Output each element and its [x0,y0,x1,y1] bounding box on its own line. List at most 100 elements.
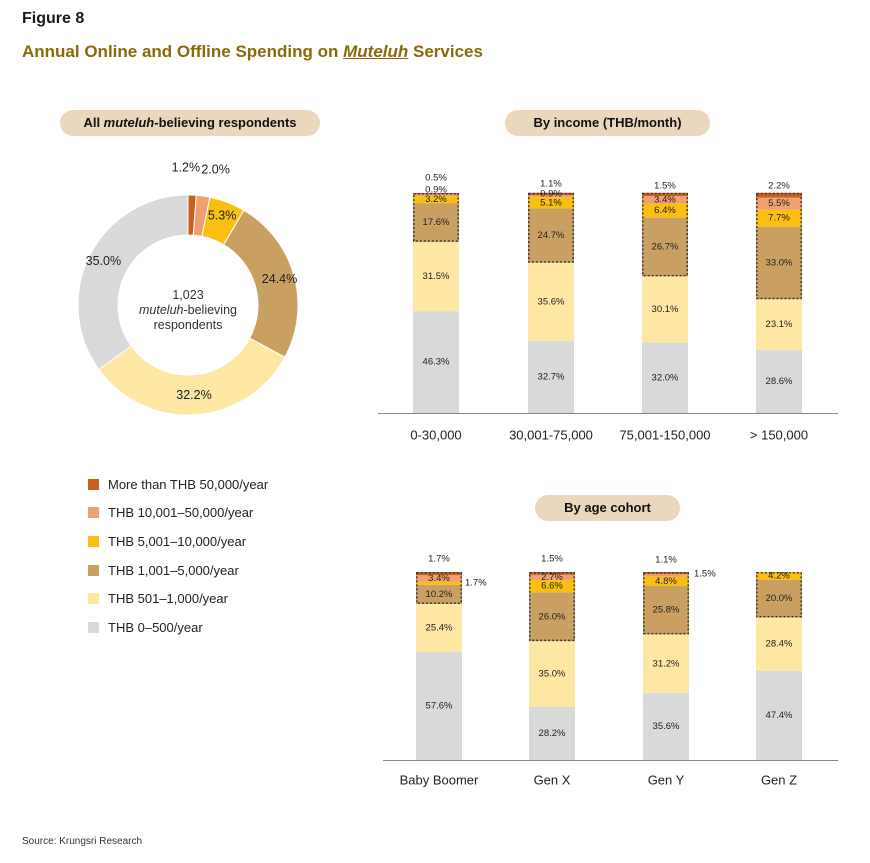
legend-swatch [88,593,99,605]
bar-segment-label: 3.4% [428,573,450,584]
x-tick-label: Gen Z [761,772,797,787]
donut-slice [98,337,286,416]
bar-segment-label: 17.6% [423,217,450,228]
bar-segment-label: 31.5% [423,271,450,282]
bar-segment-label: 26.7% [652,242,679,253]
bar-segment-label: 3.4% [654,194,676,205]
legend-label: THB 10,001–50,000/year [108,505,254,521]
title-prefix: Annual Online and Offline Spending on [22,42,344,61]
bar-segment-label: 1.5% [694,569,716,580]
donut-center-suffix: -believing [183,303,237,317]
bar-segment [416,572,462,576]
donut-header-prefix: All [83,115,104,130]
legend-label: More than THB 50,000/year [108,476,269,492]
bar-segment [529,579,575,593]
x-tick-label: > 150,000 [750,427,808,442]
bar-segment [643,693,689,760]
donut-slice [77,194,189,371]
donut-center-line2: muteluh-believing [118,303,258,318]
bar-segment-label: 47.4% [766,710,793,721]
bar-segment [643,572,689,575]
donut-center-emph: muteluh [139,303,184,317]
x-tick-label: 0-30,000 [410,427,461,442]
bar-segment [756,197,802,210]
bar-segment-label: 5.5% [768,198,790,209]
bar-segment-label: 32.0% [652,372,679,383]
bar-segment [529,592,575,642]
bar-segment-label: 35.6% [538,296,565,307]
x-tick-label: 75,001-150,000 [619,427,710,442]
bar-segment [756,192,802,198]
bar-segment [528,192,574,196]
bar-segment [643,585,689,635]
bar-segment [416,575,462,582]
bar-segment [756,299,802,351]
legend-swatch [88,507,99,519]
bar-segment [413,203,459,242]
x-tick-label: 30,001-75,000 [509,427,593,442]
bar-segment-label: 10.2% [426,589,453,600]
x-tick-label: Gen Y [648,772,685,787]
donut-header-emph: muteluh [103,115,155,130]
bar-segment-label: 28.6% [766,376,793,387]
title-emph: Muteluh [343,42,409,61]
bar-segment-label: 3.2% [425,194,447,205]
donut-slice-label: 32.2% [176,388,211,402]
bar-segment-label: 2.2% [768,181,790,192]
legend-item: More than THB 50,000/year [88,470,268,499]
bar-segment-label: 6.6% [541,581,563,592]
donut-slice-label: 1.2% [172,160,201,174]
x-tick-label: Gen X [534,772,571,787]
donut-center-label: 1,023 muteluh-believing respondents [118,288,258,333]
bar-segment-label: 1.7% [428,554,450,565]
legend-swatch [88,564,99,576]
legend: More than THB 50,000/year THB 10,001–50,… [88,470,268,642]
bar-segment-label: 25.8% [653,605,680,616]
donut-slice-label: 2.0% [201,163,230,177]
bar-segment [643,574,689,577]
bar-segment-label: 4.2% [768,570,790,581]
bar-segment-label: 0.5% [425,173,447,184]
legend-label: THB 0–500/year [108,619,203,635]
x-tick-label: Baby Boomer [400,772,479,787]
bar-segment-label: 1.1% [655,555,677,566]
bar-segment [528,341,574,413]
bar-segment-label: 32.7% [538,372,565,383]
bar-segment-label: 35.0% [539,669,566,680]
bar-segment [416,584,462,604]
bar-segment [756,670,802,760]
bar-segment [416,603,462,652]
donut-center-count: 1,023 [172,288,204,302]
bar-segment [529,641,575,707]
bar-segment-label: 20.0% [766,593,793,604]
bar-segment-label: 23.1% [766,319,793,330]
bar-segment-label: 1.5% [654,181,676,192]
bar-segment-label: 1.1% [540,179,562,190]
donut-slice-label: 35.0% [86,254,121,268]
bar-segment-label: 57.6% [426,700,453,711]
donut-header-suffix: -believing respondents [154,115,297,130]
bar-segment [642,196,688,204]
bar-segment-label: 28.4% [766,639,793,650]
title-suffix: Services [408,42,483,61]
bar-segment [529,574,575,580]
legend-item: THB 501–1,000/year [88,584,268,613]
bar-segment-label: 0.9% [425,185,447,196]
bar-segment-label: 1.5% [541,554,563,565]
source-note: Source: Krungsri Research [22,836,143,847]
bar-segment [413,311,459,413]
bar-segment-label: 25.4% [426,622,453,633]
legend-item: THB 10,001–50,000/year [88,499,268,528]
bar-segment [413,193,459,195]
bar-segment-label: 33.0% [766,257,793,268]
legend-item: THB 1,001–5,000/year [88,556,268,585]
bar-segment [413,194,459,197]
bar-segment-label: 6.4% [654,205,676,216]
bar-segment [529,572,575,575]
bar-segment-label: 5.1% [540,197,562,208]
bar-segment [416,581,462,585]
bar-segment-label: 35.6% [653,721,680,732]
bar-segment-label: 4.8% [655,576,677,587]
donut-slice-label: 5.3% [208,209,237,223]
